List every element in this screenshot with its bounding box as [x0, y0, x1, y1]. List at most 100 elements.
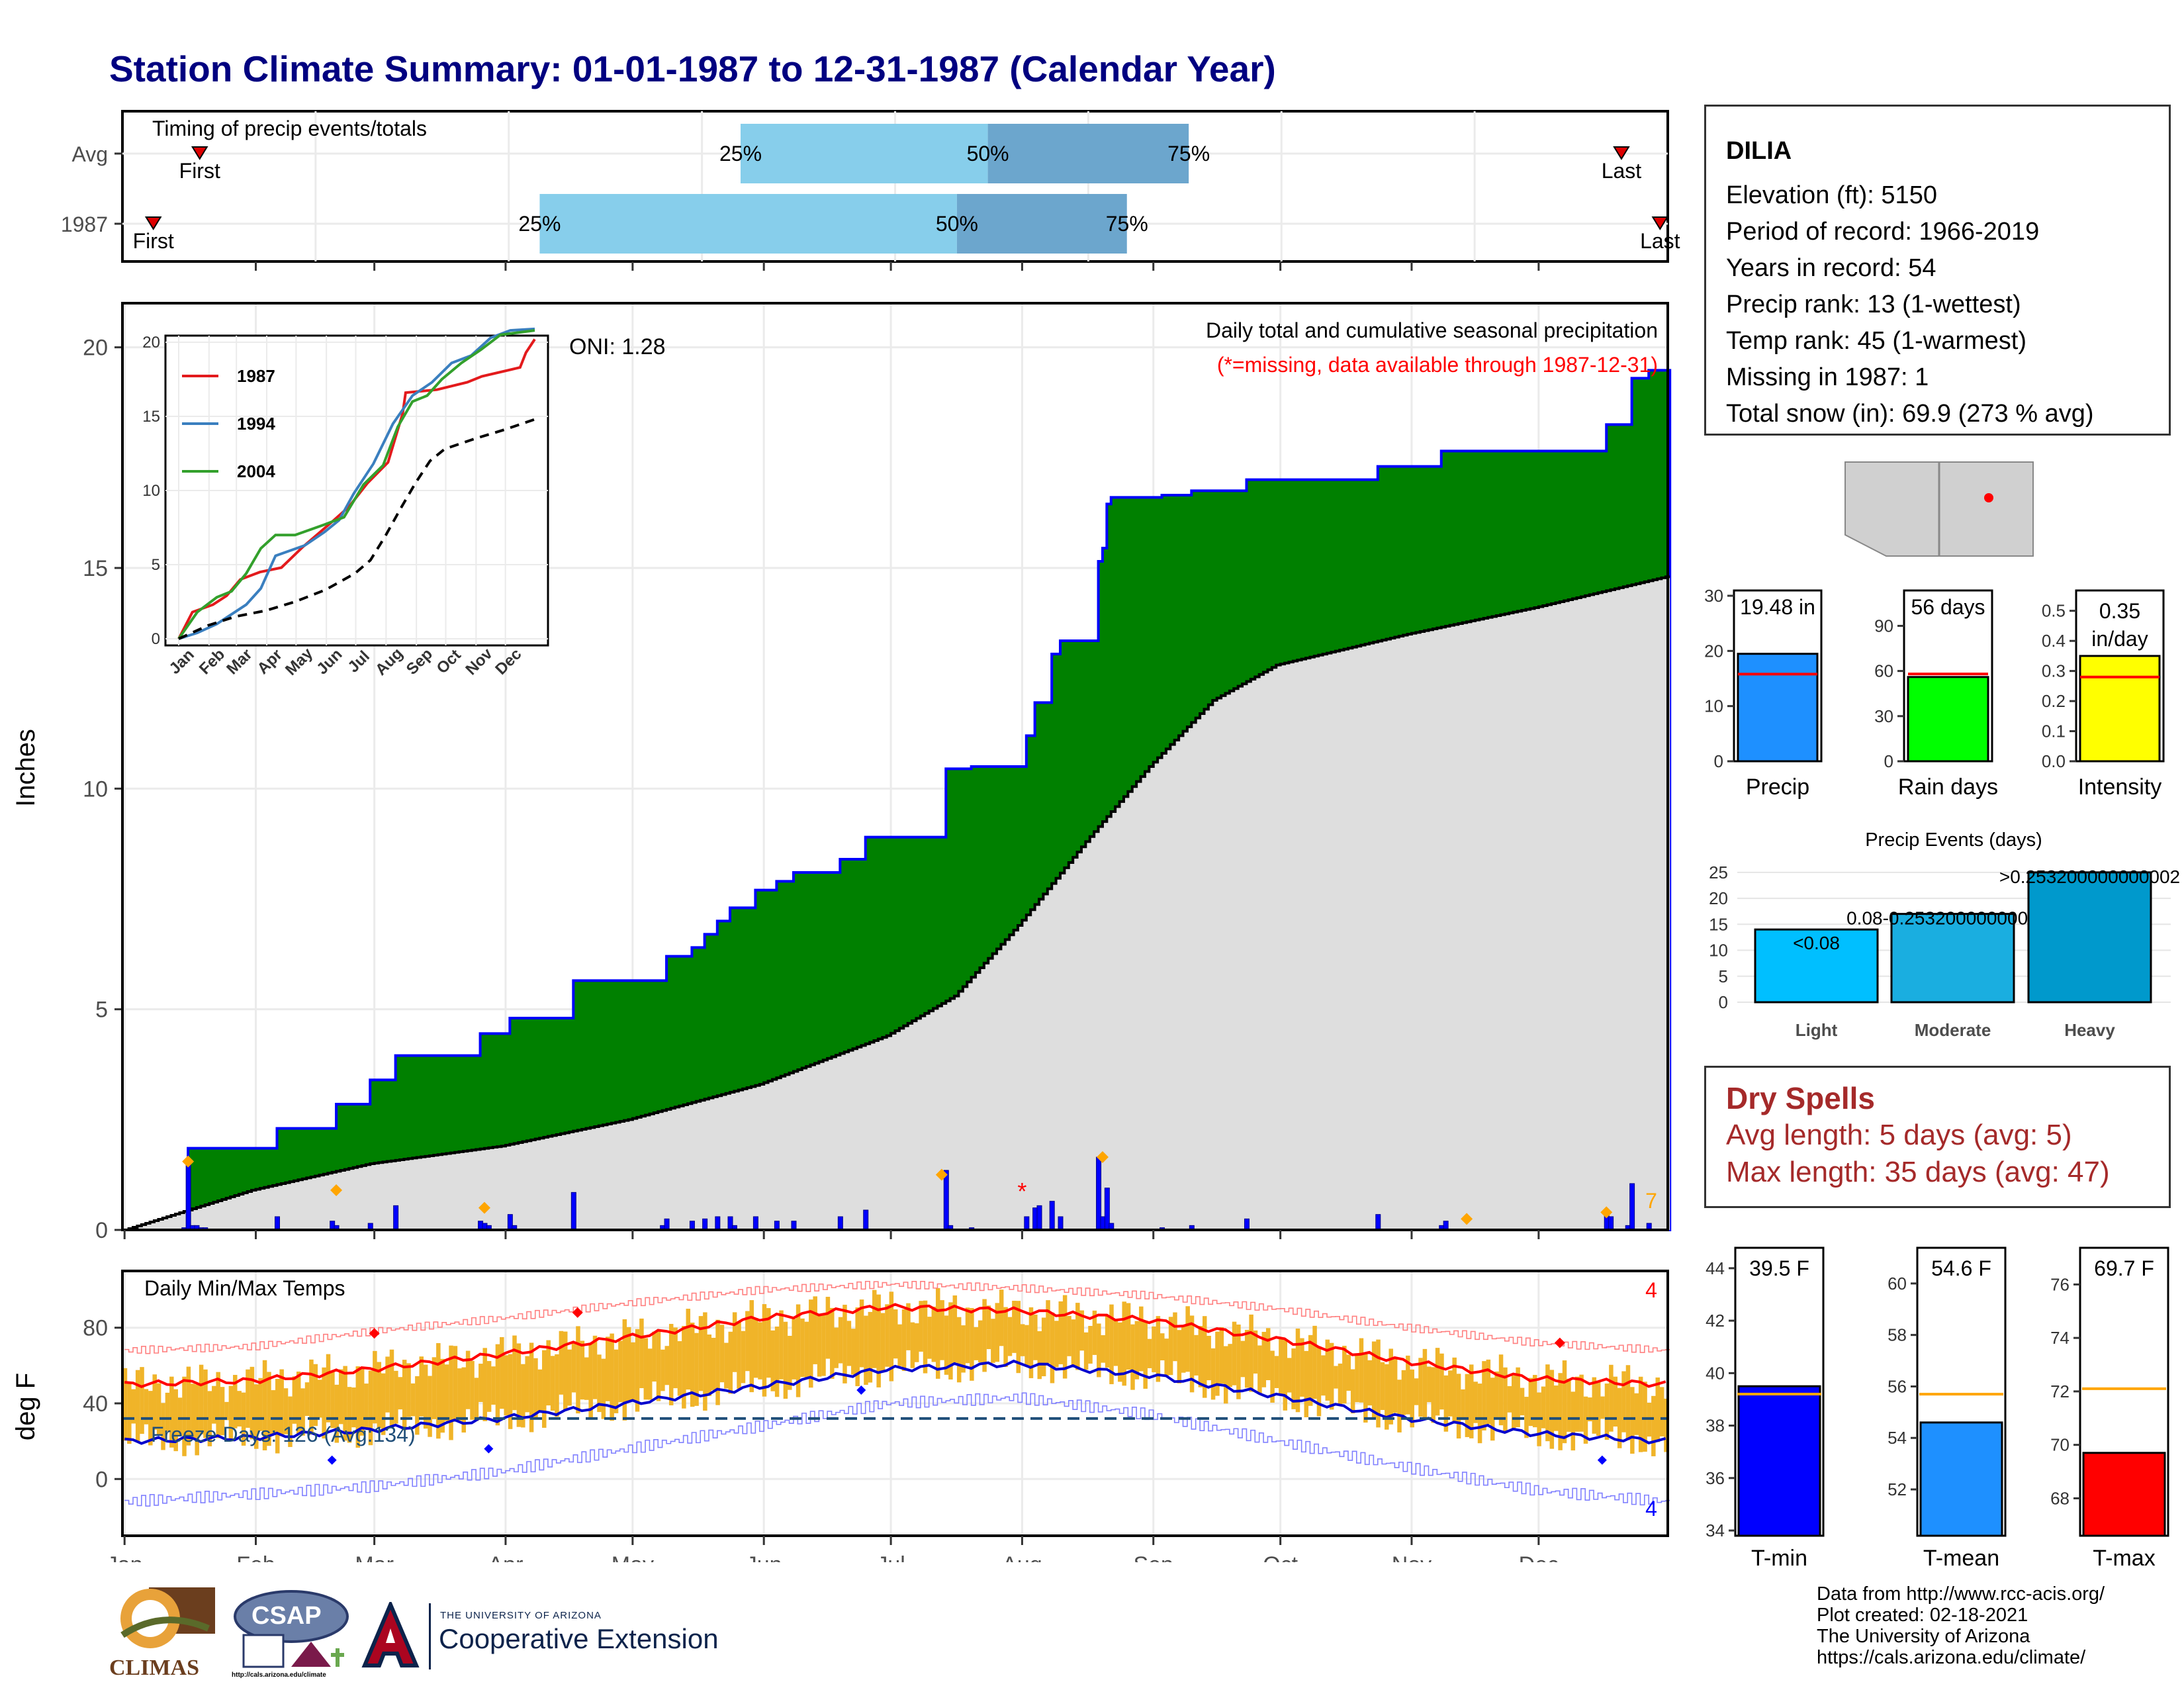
- temp-daily-range-bar: [1461, 1389, 1465, 1421]
- temp-daily-range-bar: [770, 1330, 775, 1391]
- temp-daily-range-bar: [677, 1341, 682, 1396]
- station-years: Years in record: 54: [1726, 254, 1936, 282]
- temp-daily-range-bar: [931, 1306, 936, 1362]
- temp-daily-range-bar: [618, 1340, 623, 1403]
- temp-daily-range-bar: [1261, 1331, 1267, 1387]
- timing-bar-q25-q50: [741, 124, 988, 183]
- precip-y-tick: 0: [95, 1218, 108, 1243]
- temp-daily-range-bar: [220, 1387, 225, 1436]
- temp-daily-range-bar: [364, 1383, 369, 1429]
- timing-quantile-label: 75%: [1106, 212, 1148, 236]
- temp-daily-range-bar: [191, 1383, 195, 1438]
- temp-daily-range-bar: [1452, 1357, 1457, 1424]
- temp-daily-range-bar: [250, 1366, 255, 1440]
- station-location-marker: [1984, 493, 1993, 502]
- temp-daily-range-bar: [1041, 1317, 1046, 1377]
- inset-legend-label: 1994: [237, 414, 275, 434]
- temp-daily-range-bar: [817, 1316, 822, 1377]
- temp-daily-range-bar: [707, 1334, 712, 1396]
- temp-record-max-marker: [369, 1328, 380, 1339]
- temp-summary-y-tick: 52: [1888, 1479, 1907, 1499]
- temp-daily-range-bar: [703, 1312, 707, 1411]
- temp-daily-range-bar: [1397, 1380, 1402, 1432]
- temp-daily-range-bar: [1067, 1315, 1071, 1356]
- temp-daily-range-bar: [690, 1323, 695, 1407]
- temp-daily-range-bar: [1512, 1375, 1516, 1430]
- climas-text: CLIMAS: [109, 1656, 200, 1680]
- temp-daily-range-bar: [944, 1315, 949, 1375]
- temp-count-bottom: 4: [1645, 1497, 1657, 1521]
- temp-daily-range-bar: [1312, 1325, 1317, 1399]
- temp-daily-range-bar: [830, 1307, 835, 1379]
- precip-avg-cumulative-area: [124, 577, 1670, 1230]
- temp-summary-bar-t-min: [1737, 1385, 1821, 1537]
- precip-events-chart: Precip Events (days) 0 5 10 15 20 25 <0.08 Light…: [1709, 829, 2180, 1040]
- temp-daily-range-bar: [682, 1326, 686, 1409]
- summary-y-tick: 0.1: [2042, 722, 2066, 741]
- temp-daily-range-bar: [1113, 1320, 1118, 1366]
- timing-last-marker: [1613, 146, 1630, 160]
- summary-y-tick: 10: [1704, 696, 1723, 716]
- station-elevation: Elevation (ft): 5150: [1726, 181, 1937, 209]
- temp-daily-range-bar: [660, 1349, 665, 1391]
- temp-daily-range-bar: [279, 1369, 284, 1436]
- temp-daily-range-bar: [144, 1389, 149, 1425]
- temp-daily-range-bar: [1147, 1338, 1152, 1368]
- temp-daily-range-bar: [1596, 1380, 1601, 1436]
- temp-summary-value-label: 39.5 F: [1749, 1256, 1809, 1280]
- temp-daily-range-bar: [1287, 1358, 1292, 1393]
- temp-daily-range-bar: [419, 1356, 424, 1417]
- temp-summary-category-label: T-max: [2093, 1546, 2155, 1571]
- temp-daily-range-bar: [1329, 1342, 1334, 1410]
- temp-daily-range-bar: [334, 1384, 340, 1443]
- temp-daily-range-bar: [131, 1389, 136, 1424]
- temp-daily-range-bar: [1592, 1377, 1597, 1434]
- temp-daily-range-bar: [1194, 1335, 1199, 1376]
- csap-text: CSAP: [251, 1602, 322, 1630]
- temp-daily-range-bar: [766, 1308, 771, 1378]
- temp-daily-range-bar: [965, 1307, 970, 1364]
- temp-daily-range-bar: [948, 1302, 953, 1380]
- temp-summary-category-label: T-min: [1751, 1546, 1807, 1571]
- temp-daily-range-bar: [1490, 1378, 1495, 1441]
- temp-daily-range-bar: [516, 1343, 522, 1427]
- temp-summary-bar-t-max: [2082, 1452, 2166, 1537]
- temp-daily-range-bar: [377, 1362, 382, 1428]
- temp-daily-range-bar: [1414, 1378, 1419, 1405]
- temp-daily-range-bar: [224, 1401, 229, 1421]
- temp-daily-range-bar: [343, 1366, 347, 1441]
- temp-daily-range-bar: [631, 1342, 635, 1401]
- temp-daily-range-bar: [1435, 1348, 1440, 1416]
- temp-daily-range-bar: [821, 1313, 826, 1376]
- temp-daily-range-bar: [207, 1391, 212, 1446]
- temp-daily-range-bar: [478, 1364, 483, 1402]
- temp-daily-range-bar: [715, 1319, 720, 1405]
- temp-daily-range-bar: [1422, 1348, 1428, 1420]
- temp-record-max-marker: [1554, 1337, 1565, 1348]
- summary-y-tick: 30: [1874, 706, 1893, 726]
- temp-summary-y-tick: 68: [2050, 1488, 2070, 1508]
- precip-daily-bar: [752, 1216, 758, 1231]
- temp-daily-range-bar: [1203, 1316, 1207, 1398]
- temp-daily-range-bar: [482, 1348, 487, 1421]
- precip-max-marker: [935, 1168, 948, 1181]
- temp-daily-range-bar: [1321, 1355, 1326, 1396]
- station-missing: Missing in 1987: 1: [1726, 363, 1929, 391]
- temp-daily-range-bar: [1342, 1346, 1347, 1404]
- precip-daily-bar: [1024, 1216, 1030, 1231]
- temp-daily-range-bar: [1579, 1374, 1584, 1432]
- timing-bar-q50-q75: [987, 124, 1189, 183]
- temp-daily-range-bar: [914, 1323, 919, 1362]
- temp-daily-range-bar: [1134, 1321, 1140, 1380]
- temp-daily-range-bar: [1105, 1316, 1110, 1368]
- inset-y-tick: 0: [152, 630, 160, 648]
- temp-daily-range-bar: [1270, 1350, 1275, 1403]
- temp-daily-range-bar: [745, 1311, 750, 1372]
- temp-daily-range-bar: [1604, 1383, 1610, 1440]
- temp-daily-range-bar: [1223, 1346, 1228, 1404]
- temp-daily-range-bar: [1308, 1335, 1313, 1406]
- temp-daily-range-bar: [1206, 1335, 1211, 1381]
- precip-y-tick: 20: [83, 336, 108, 361]
- events-bar-light: [1754, 928, 1879, 1004]
- credits: Data from http://www.rcc-acis.org/ Plot …: [1817, 1583, 2105, 1668]
